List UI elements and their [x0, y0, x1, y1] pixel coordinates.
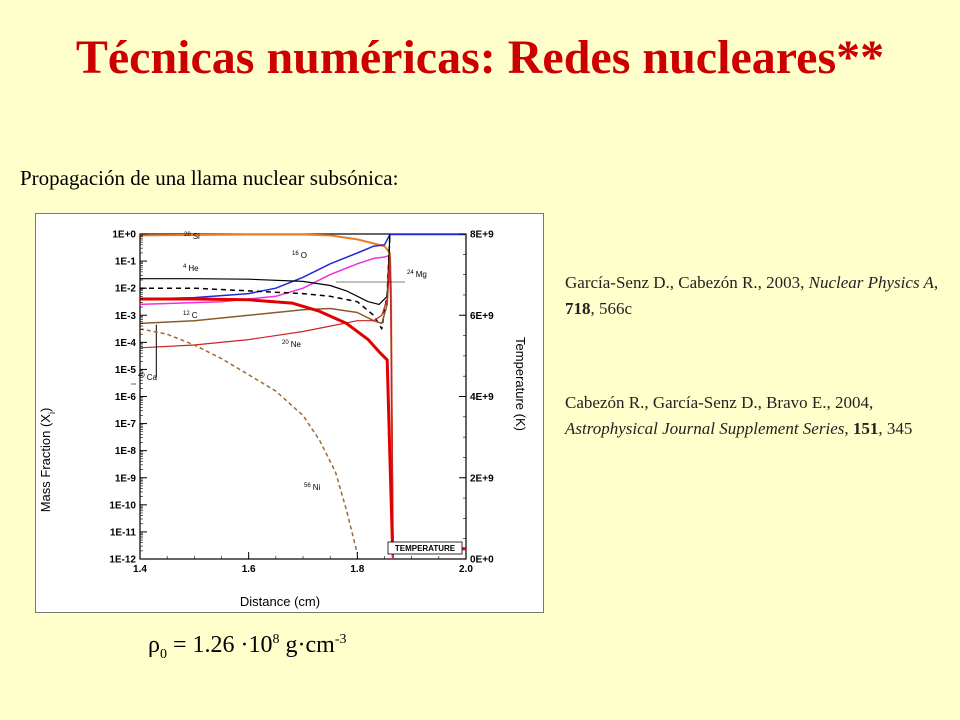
- series-line-si: [139, 233, 394, 560]
- series-line-ne: [139, 255, 394, 560]
- y-left-tick-label: 1E-9: [115, 473, 137, 484]
- chart-frame: 1E+0 1E-1 1E-2 1E-3 1E-4 1E-5 1E-6 1E-7 1E-8 1E-9…: [35, 213, 544, 613]
- y-axis-left-label: Mass Fraction (Xi): [38, 408, 57, 513]
- y-left-tick-label: 1E-11: [110, 527, 137, 538]
- reference-2-authors: Cabezón R., García-Senz D., Bravo E., 20…: [565, 393, 874, 412]
- reference-1: García-Senz D., Cabezón R., 2003, Nuclea…: [565, 270, 955, 322]
- reference-2-journal: Astrophysical Journal Supplement Series: [565, 419, 845, 438]
- density-sub: 0: [159, 646, 167, 662]
- series-line-ni: [139, 328, 359, 554]
- series-line-he: [140, 234, 391, 305]
- slide-subtitle: Propagación de una llama nuclear subsóni…: [20, 166, 399, 190]
- mass-fraction-chart: 1E+0 1E-1 1E-2 1E-3 1E-4 1E-5 1E-6 1E-7 1E-8 1E-9…: [38, 230, 528, 610]
- temperature-box: [387, 541, 463, 555]
- density-rho: ρ: [148, 632, 160, 658]
- isotope-label-mg: 24 Mg: [407, 270, 427, 279]
- reference-2: Cabezón R., García-Senz D., Bravo E., 20…: [565, 390, 955, 442]
- y-left-tick-label: 1E-7: [115, 419, 137, 430]
- y-left-tick-label: 1E-5: [115, 365, 137, 376]
- y-right-tick-label: 2E+9: [470, 473, 494, 484]
- density-unit: g·cm: [279, 632, 335, 658]
- x-tick-label: 1.6: [242, 564, 256, 575]
- y-left-tick-label: 1E-6: [115, 392, 137, 403]
- y-left-tick-label: 1E-12: [109, 555, 136, 566]
- slide-title: Técnicas numéricas: Redes nucleares**: [75, 31, 885, 84]
- reference-1-volume: 718: [565, 299, 591, 318]
- density-formula: ρ0 = 1.26 ·108 g·cm-3: [148, 632, 347, 663]
- y-left-tick-label: 1E-10: [109, 500, 136, 511]
- series-line-unlabeled-4: [140, 234, 391, 330]
- y-left-tick-label: 1E-4: [115, 338, 137, 349]
- reference-2-volume: 151: [852, 419, 879, 438]
- isotope-label-c: 12 C: [183, 311, 198, 320]
- plot-area: [139, 233, 467, 560]
- isotope-label-ca: 40 Ca: [138, 373, 157, 382]
- x-tick-label: 1.4: [133, 564, 147, 575]
- reference-1-journal: Nuclear Physics A: [808, 273, 934, 292]
- x-axis-label: Distance (cm): [240, 594, 320, 609]
- isotope-label-si: 28 Si: [184, 232, 200, 241]
- density-eq: = 1.26 ·10: [166, 632, 273, 658]
- isotope-label-o: 16 O: [292, 251, 307, 260]
- isotope-label-ni: 56 Ni: [304, 483, 320, 492]
- temperature-box-label: TEMPERATURE: [395, 544, 456, 553]
- y-left-tick-label: 1E-2: [115, 284, 137, 295]
- reference-1-sep: ,: [933, 273, 939, 292]
- y-left-tick-label: 1E-8: [115, 446, 137, 457]
- reference-1-authors: García-Senz D., Cabezón R., 2003,: [565, 273, 809, 292]
- x-tick-label: 2.0: [459, 564, 473, 575]
- isotope-label-he: 4 He: [183, 264, 199, 273]
- reference-2-sep: ,: [844, 419, 853, 438]
- y-right-tick-label: 4E+9: [470, 392, 494, 403]
- y-right-tick-label: 8E+9: [470, 230, 494, 241]
- y-right-tick-label: 6E+9: [470, 311, 494, 322]
- series-line-o: [139, 233, 466, 300]
- y-axis-right-label: Temperature (K): [513, 337, 528, 431]
- x-tick-label: 1.8: [350, 564, 364, 575]
- y-left-tick-label: 1E+0: [112, 230, 136, 241]
- reference-2-pages: , 345: [878, 419, 913, 438]
- y-left-tick-label: 1E-1: [115, 257, 137, 268]
- reference-1-pages: , 566c: [590, 299, 633, 318]
- density-exp: 8: [272, 632, 280, 647]
- series-line-temperature: [140, 297, 466, 551]
- isotope-label-ne: 20 Ne: [282, 340, 301, 349]
- y-right-tick-label: 0E+0: [470, 555, 494, 566]
- y-left-tick-label: 1E-3: [115, 311, 137, 322]
- density-unit-exp: -3: [334, 632, 347, 647]
